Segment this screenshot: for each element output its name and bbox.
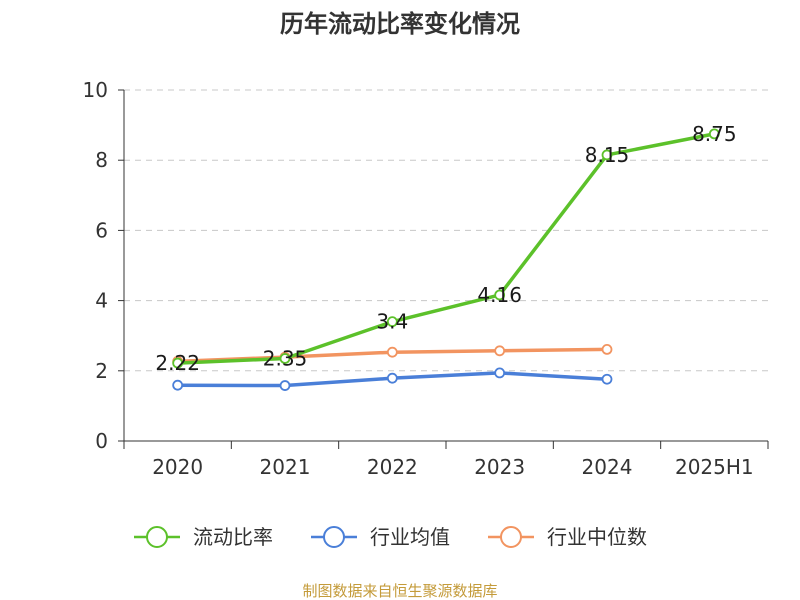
y-tick-label: 4 xyxy=(95,289,108,313)
legend-label: 行业均值 xyxy=(370,525,450,549)
x-tick-label: 2020 xyxy=(152,455,203,479)
x-tick-label: 2023 xyxy=(474,455,525,479)
y-tick-label: 8 xyxy=(95,148,108,172)
data-point xyxy=(601,343,613,355)
grid xyxy=(124,89,768,372)
data-point xyxy=(494,345,506,357)
legend: 流动比率 行业均值 行业中位数 xyxy=(134,525,647,549)
x-tick-label: 2022 xyxy=(367,455,418,479)
data-label: 2.35 xyxy=(263,347,308,371)
legend-label: 行业中位数 xyxy=(547,525,647,549)
data-point xyxy=(172,379,184,391)
data-point xyxy=(386,316,398,328)
source-note: 制图数据来自恒生聚源数据库 xyxy=(302,582,497,600)
data-label: 8.15 xyxy=(585,143,630,167)
data-point xyxy=(172,357,184,369)
data-point xyxy=(494,367,506,379)
data-labels: 2.22 2.35 3.4 4.16 8.15 8.75 xyxy=(155,122,736,375)
data-point xyxy=(386,372,398,384)
series-line xyxy=(175,132,717,365)
data-point xyxy=(601,373,613,385)
data-label: 4.16 xyxy=(477,283,522,307)
legend-marker xyxy=(323,526,345,548)
y-tick-label: 0 xyxy=(95,429,108,453)
data-point xyxy=(386,346,398,358)
legend-marker xyxy=(146,526,168,548)
x-tick-label: 2025H1 xyxy=(675,455,754,479)
x-tick-label: 2021 xyxy=(260,455,311,479)
axes: 0 2 4 6 8 10 2020 2021 2022 2023 2024 2025H1 xyxy=(83,78,769,479)
data-point xyxy=(279,380,291,391)
y-tick-label: 10 xyxy=(83,78,108,102)
y-tick-label: 6 xyxy=(95,218,108,242)
x-tick-label: 2024 xyxy=(582,455,633,479)
data-point xyxy=(708,128,720,140)
data-label: 8.75 xyxy=(692,122,737,146)
legend-label: 流动比率 xyxy=(193,525,273,549)
data-point xyxy=(279,353,291,364)
legend-marker xyxy=(500,526,522,548)
chart-title: 历年流动比率变化情况 xyxy=(280,10,520,38)
y-tick-label: 2 xyxy=(95,359,108,383)
data-label: 2.22 xyxy=(155,351,200,375)
series-layer xyxy=(172,128,720,391)
data-label: 3.4 xyxy=(376,310,408,334)
data-point xyxy=(494,289,506,301)
data-point xyxy=(601,149,613,161)
